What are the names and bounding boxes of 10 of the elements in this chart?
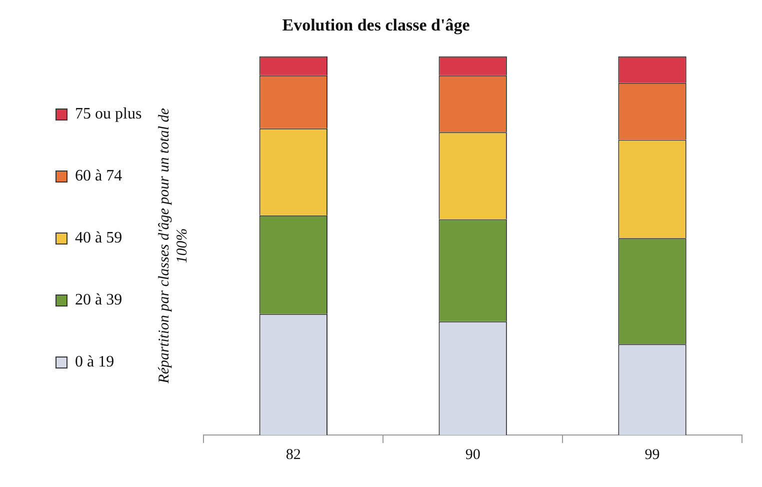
x-tick-label: 99 [644, 446, 660, 463]
legend-label: 60 à 74 [75, 168, 122, 185]
legend-label: 40 à 59 [75, 230, 122, 247]
x-tick-label: 82 [286, 446, 301, 463]
legend-label: 0 à 19 [75, 354, 114, 371]
y-axis-title: Répartition par classes d'âge pour un total de 100% [156, 108, 191, 384]
legend-label: 75 ou plus [75, 106, 142, 123]
x-tick-label: 90 [465, 446, 480, 463]
chart-title: Evolution des classe d'âge [282, 16, 470, 35]
legend-label: 20 à 39 [75, 292, 122, 309]
